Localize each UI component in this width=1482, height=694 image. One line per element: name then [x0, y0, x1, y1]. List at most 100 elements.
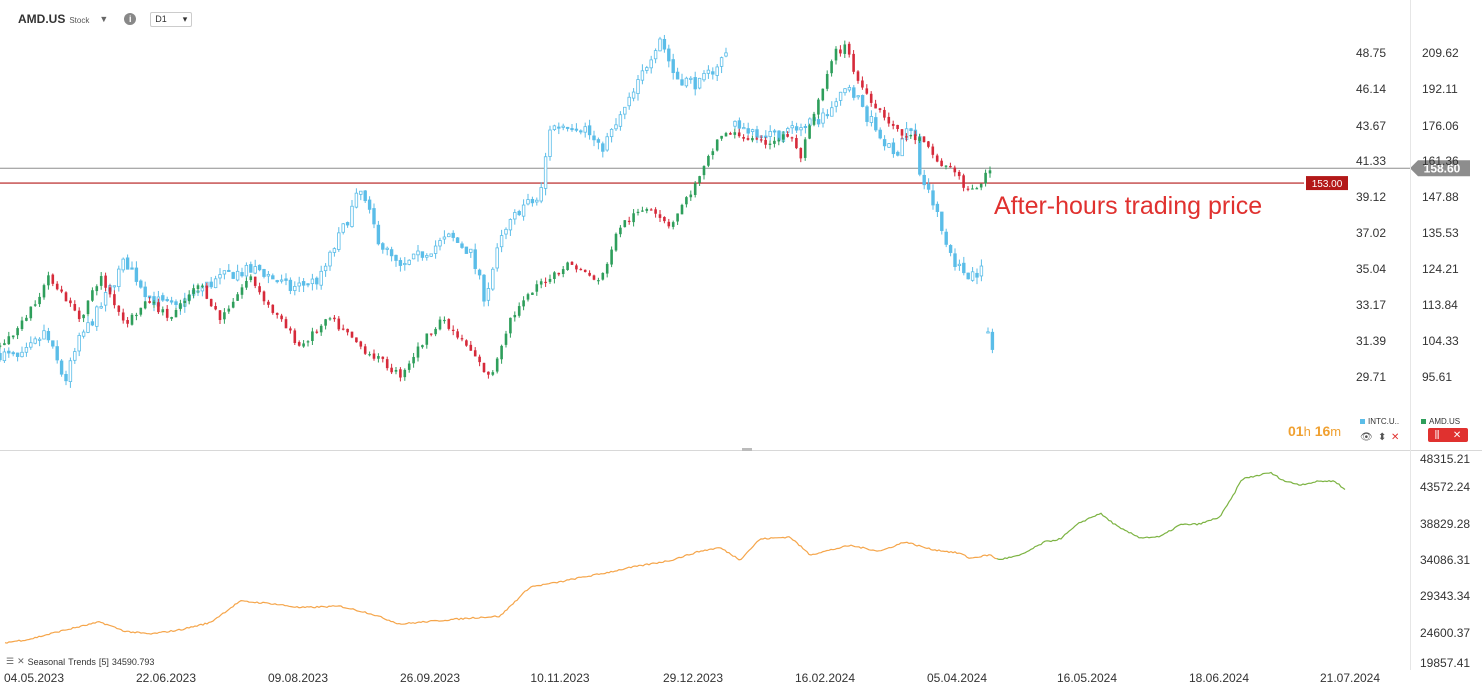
intc-candle — [284, 278, 288, 281]
amd-candle — [262, 291, 266, 302]
amd-candle — [297, 342, 301, 346]
amd-candle — [249, 276, 253, 281]
amd-candle — [399, 369, 402, 378]
amd-candle — [434, 328, 437, 335]
info-icon[interactable]: i — [124, 13, 137, 25]
intc-candle — [51, 340, 55, 347]
amd-candle — [315, 331, 319, 333]
amd-candle — [575, 265, 578, 270]
amd-candle — [82, 314, 85, 319]
amd-series-controls[interactable]: ⫼ ✕ — [1428, 428, 1468, 442]
intc-candle — [896, 151, 900, 156]
right-tick-label: 176.06 — [1422, 119, 1459, 133]
intc-candle — [557, 126, 561, 129]
intc-candle — [328, 251, 332, 267]
intc-candle — [887, 143, 891, 148]
amd-candle — [808, 125, 811, 139]
amd-candle — [179, 303, 182, 310]
left-tick-label: 29.71 — [1356, 370, 1386, 384]
intc-candle — [631, 91, 636, 99]
close-icon[interactable]: ✕ — [1452, 429, 1462, 441]
intc-candle — [0, 353, 2, 361]
right-tick-label: 161.36 — [1422, 154, 1459, 168]
close-icon[interactable]: ✕ — [1391, 432, 1400, 443]
amd-candle — [627, 220, 631, 223]
intc-candle — [297, 282, 301, 287]
intc-candle — [394, 254, 398, 261]
amd-candle — [614, 233, 618, 251]
intc-candle — [548, 129, 552, 157]
intc-candle — [909, 128, 913, 132]
candles-icon[interactable]: ⫼ — [1434, 429, 1440, 441]
amd-candle — [47, 275, 50, 286]
support-label: 153.00 — [1312, 179, 1343, 190]
amd-candle — [16, 328, 19, 336]
right-tick-label: 124.21 — [1422, 262, 1459, 276]
amd-candle — [764, 139, 767, 145]
lower-tick-label: 48315.21 — [1420, 452, 1470, 466]
intc-candle — [306, 283, 310, 286]
amd-candle — [839, 49, 842, 54]
amd-candle — [209, 298, 213, 307]
intc-candle — [257, 264, 262, 271]
intc-candle — [719, 57, 724, 67]
intc-candle — [711, 71, 715, 75]
intc-candle — [526, 199, 530, 205]
intc-candle — [376, 224, 381, 245]
intc-candle — [513, 212, 517, 220]
eye-icon[interactable]: 👁 — [1360, 432, 1373, 443]
amd-candle — [680, 204, 684, 215]
amd-candle — [834, 48, 838, 61]
legend-amd[interactable]: AMD.US — [1421, 417, 1460, 426]
intc-candle — [411, 253, 416, 260]
move-icon[interactable]: ⬍ — [1378, 432, 1387, 443]
intc-candle — [42, 330, 46, 340]
amd-candle — [601, 272, 605, 280]
amd-candle — [38, 296, 41, 305]
intc-candle — [240, 272, 244, 277]
intc-candle — [117, 268, 121, 287]
amd-candle — [790, 137, 794, 139]
amd-candle — [319, 325, 323, 333]
intc-candle — [266, 273, 271, 277]
amd-candle — [781, 134, 785, 140]
amd-candle — [245, 280, 248, 288]
seasonal-line-past — [4, 536, 998, 644]
intc-candle — [583, 126, 587, 133]
amd-candle — [218, 310, 222, 321]
x-tick-label: 22.06.2023 — [136, 671, 196, 685]
intc-candle — [940, 211, 944, 231]
indicator-params: [5] — [98, 656, 109, 667]
amd-candle — [526, 294, 530, 300]
amd-candle — [104, 275, 107, 288]
amd-candle — [755, 138, 759, 140]
intc-candle — [614, 124, 618, 130]
chevron-down-icon[interactable]: ▼ — [99, 14, 109, 24]
close-icon[interactable]: ✕ — [17, 656, 25, 666]
left-tick-label: 41.33 — [1356, 154, 1386, 168]
timeframe-value: D1 — [155, 13, 167, 24]
timeframe-select[interactable]: D1 ▾ — [150, 11, 193, 27]
amd-candle — [385, 359, 389, 369]
amd-candle — [7, 336, 11, 345]
indicator-name: Seasonal — [27, 656, 66, 667]
menu-icon[interactable]: ☰ — [6, 656, 15, 666]
amd-candle — [183, 300, 187, 304]
intc-candle — [957, 263, 962, 267]
intc-candle — [636, 79, 640, 94]
intc-candle — [477, 269, 482, 276]
left-tick-label: 48.75 — [1356, 46, 1386, 60]
intc-candle — [455, 237, 460, 243]
intc-candle — [99, 306, 103, 309]
intc-candle — [11, 352, 15, 355]
intc-candle — [662, 38, 667, 50]
amd-candle — [557, 272, 561, 275]
amd-candle — [988, 170, 992, 174]
amd-candle — [372, 353, 376, 359]
legend-intc[interactable]: INTC.U.. — [1360, 417, 1399, 426]
intc-candle — [755, 129, 759, 138]
amd-candle — [724, 133, 728, 137]
intc-candle — [689, 77, 693, 80]
intc-candle — [869, 116, 874, 123]
